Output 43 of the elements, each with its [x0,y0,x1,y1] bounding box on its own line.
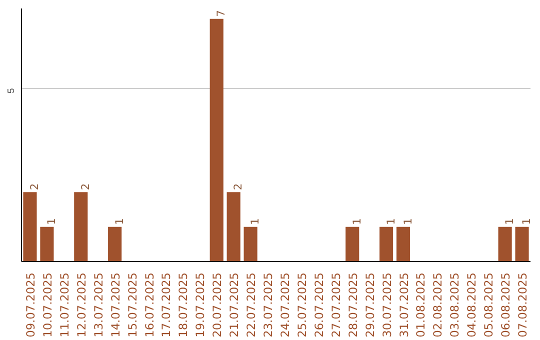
x-tick-label: 15.07.2025 [125,272,140,338]
data-label: 1 [520,218,534,225]
x-tick-label: 28.07.2025 [346,272,360,338]
x-tick-label: 31.07.2025 [396,272,411,338]
x-tick-label: 14.07.2025 [108,272,122,338]
x-tick-label: 04.08.2025 [464,272,479,338]
x-tick-label: 03.08.2025 [448,272,462,338]
data-label: 1 [44,218,58,225]
data-label: 1 [503,218,516,225]
x-tick-label: 02.08.2025 [430,272,445,338]
data-label: 7 [214,10,228,17]
x-tick-label: 16.07.2025 [142,272,156,338]
data-label: 1 [112,218,126,225]
y-tick-label: 5 [6,88,16,94]
x-tick-label: 30.07.2025 [380,272,394,338]
data-label: 1 [248,218,262,225]
data-label: 2 [78,183,92,190]
x-tick-label: 09.07.2025 [23,272,38,338]
x-tick-label: 10.07.2025 [40,272,54,338]
data-label: 1 [401,218,414,225]
x-tick-label: 12.07.2025 [74,272,88,338]
data-label: 1 [384,218,398,225]
x-tick-label: 24.07.2025 [278,272,292,338]
data-label: 2 [28,183,41,190]
x-tick-label: 25.07.2025 [294,272,309,338]
x-tick-label: 22.07.2025 [244,272,258,338]
x-tick-label: 01.08.2025 [414,272,428,338]
x-tick-label: 13.07.2025 [91,272,106,338]
x-tick-label: 20.07.2025 [210,272,224,338]
x-tick-label: 26.07.2025 [312,272,326,338]
x-tick-label: 21.07.2025 [227,272,242,338]
data-label: 1 [350,218,364,225]
x-tick-label: 06.08.2025 [498,272,513,338]
x-tick-label: 11.07.2025 [57,272,72,338]
x-tick-label: 18.07.2025 [176,272,190,338]
x-tick-label: 05.08.2025 [482,272,496,338]
data-label: 2 [232,183,245,190]
x-tick-label: 19.07.2025 [193,272,208,338]
x-tick-label: 07.08.2025 [516,272,530,338]
x-tick-label: 27.07.2025 [328,272,343,338]
x-tick-label: 23.07.2025 [261,272,276,338]
x-tick-label: 17.07.2025 [159,272,174,338]
x-tick-label: 29.07.2025 [362,272,377,338]
